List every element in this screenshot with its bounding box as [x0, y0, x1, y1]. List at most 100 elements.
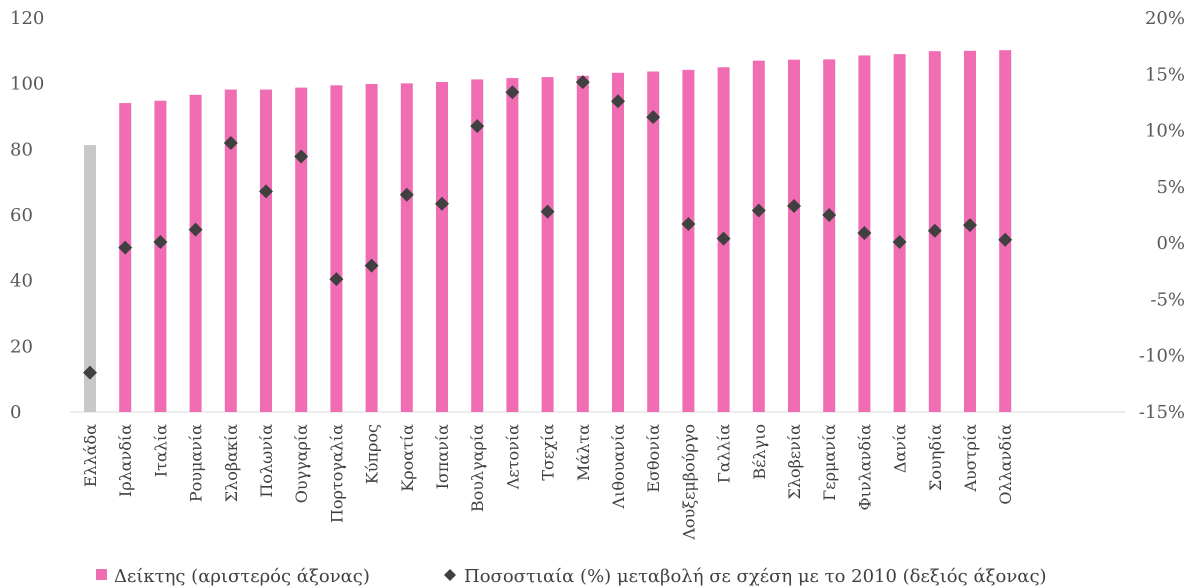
category-label: Λετονία [503, 424, 522, 490]
legend: Δείκτης (αριστερός άξονας) Ποσοστιαία (%… [96, 566, 1047, 587]
legend-diamond-icon [444, 569, 456, 581]
diamond-marker [399, 187, 414, 202]
bar [84, 145, 96, 412]
right-axis-ticks: -15% -10% -5% 0% 5% 10% 15% 20% [1139, 8, 1185, 423]
right-tick-label: 20% [1145, 8, 1185, 29]
legend-bar-swatch [96, 569, 107, 580]
bar [647, 71, 660, 412]
bar [189, 94, 202, 412]
diamond-marker [751, 203, 766, 218]
category-label: Ρουμανία [187, 424, 206, 502]
bar [506, 78, 519, 413]
diamond-marker [822, 208, 837, 222]
diamond-marker [575, 75, 590, 90]
bar [823, 59, 836, 413]
left-tick-label: 20 [10, 336, 33, 357]
left-tick-label: 100 [10, 74, 44, 95]
bar [471, 79, 484, 413]
diamond-marker [294, 149, 309, 164]
bar [576, 75, 589, 412]
right-tick-label: 0% [1156, 233, 1185, 254]
category-label: Λιθουανία [609, 424, 628, 510]
bar [295, 87, 308, 413]
diamond-marker [681, 217, 696, 232]
category-label: Σλοβακία [222, 424, 241, 502]
category-label: Ουγγαρία [292, 424, 311, 503]
left-tick-label: 120 [10, 8, 44, 29]
diamond-marker [787, 198, 801, 213]
marker-series [83, 75, 1013, 380]
bar [330, 85, 343, 412]
category-label: Γερμανία [820, 424, 839, 501]
right-tick-label: -5% [1150, 289, 1185, 310]
category-label: Βέλγιο [750, 424, 769, 480]
diamond-marker [998, 232, 1013, 247]
category-label: Κύπρος [363, 424, 382, 484]
bar [999, 50, 1012, 412]
category-label: Κροατία [398, 424, 417, 492]
category-label: Πολωνία [257, 424, 276, 498]
diamond-marker [259, 184, 273, 199]
category-label: Σουηδία [926, 424, 945, 491]
category-label: Ιταλία [151, 424, 170, 477]
category-label: Ελλάδα [81, 424, 100, 487]
category-label: Φινλανδία [855, 424, 874, 511]
category-label: Βουλγαρία [468, 424, 487, 512]
category-label: Ισπανία [433, 424, 452, 490]
diamond-marker [188, 222, 203, 237]
left-tick-label: 60 [10, 205, 33, 226]
bar [436, 82, 448, 413]
legend-bar-label: Δείκτης (αριστερός άξονας) [114, 566, 370, 587]
right-tick-label: 10% [1145, 121, 1185, 142]
bar [365, 83, 378, 413]
diamond-marker [329, 272, 344, 287]
category-label: Γαλλία [715, 424, 734, 483]
bar [119, 103, 132, 412]
diamond-marker [118, 240, 133, 255]
left-tick-label: 0 [10, 402, 21, 423]
category-label: Σλοβενία [785, 424, 804, 500]
bar [612, 72, 624, 412]
diamond-marker [716, 231, 731, 246]
diamond-marker [364, 258, 379, 273]
bar [260, 89, 272, 413]
bar [154, 100, 167, 413]
right-tick-label: 15% [1145, 64, 1185, 85]
diamond-marker [892, 235, 907, 250]
diamond-marker [505, 85, 520, 100]
bar [752, 60, 765, 412]
diamond-marker [223, 135, 238, 150]
bar [224, 89, 237, 413]
left-tick-label: 40 [10, 271, 33, 292]
diamond-marker [540, 204, 555, 219]
right-tick-label: 5% [1156, 177, 1185, 198]
right-tick-label: -10% [1139, 346, 1185, 367]
bar [788, 59, 800, 412]
category-label: Αυστρία [961, 424, 980, 493]
bar [893, 54, 906, 412]
diamond-marker [611, 94, 625, 109]
category-label: Ιρλανδία [116, 424, 135, 497]
category-label: Μάλτα [574, 424, 593, 481]
right-tick-label: -15% [1139, 402, 1185, 423]
diamond-marker [83, 365, 97, 380]
bar [682, 69, 695, 413]
category-label: Εσθονία [644, 424, 663, 493]
diamond-marker [857, 226, 872, 241]
category-label: Τσεχία [539, 424, 558, 481]
left-axis-ticks: 0 20 40 60 80 100 120 [10, 8, 44, 423]
diamond-marker [435, 196, 449, 211]
diamond-marker [927, 223, 942, 238]
left-tick-label: 80 [10, 139, 33, 160]
diamond-marker [470, 119, 485, 134]
bar [400, 83, 413, 413]
diamond-marker [646, 110, 661, 125]
diamond-marker [963, 218, 977, 233]
category-label: Λουξεμβούργο [679, 424, 698, 541]
category-label: Πορτογαλία [327, 424, 346, 523]
bar-series [84, 50, 1012, 413]
category-label: Ολλανδία [996, 424, 1015, 505]
bar [541, 77, 554, 412]
category-label: Δανία [891, 424, 910, 473]
